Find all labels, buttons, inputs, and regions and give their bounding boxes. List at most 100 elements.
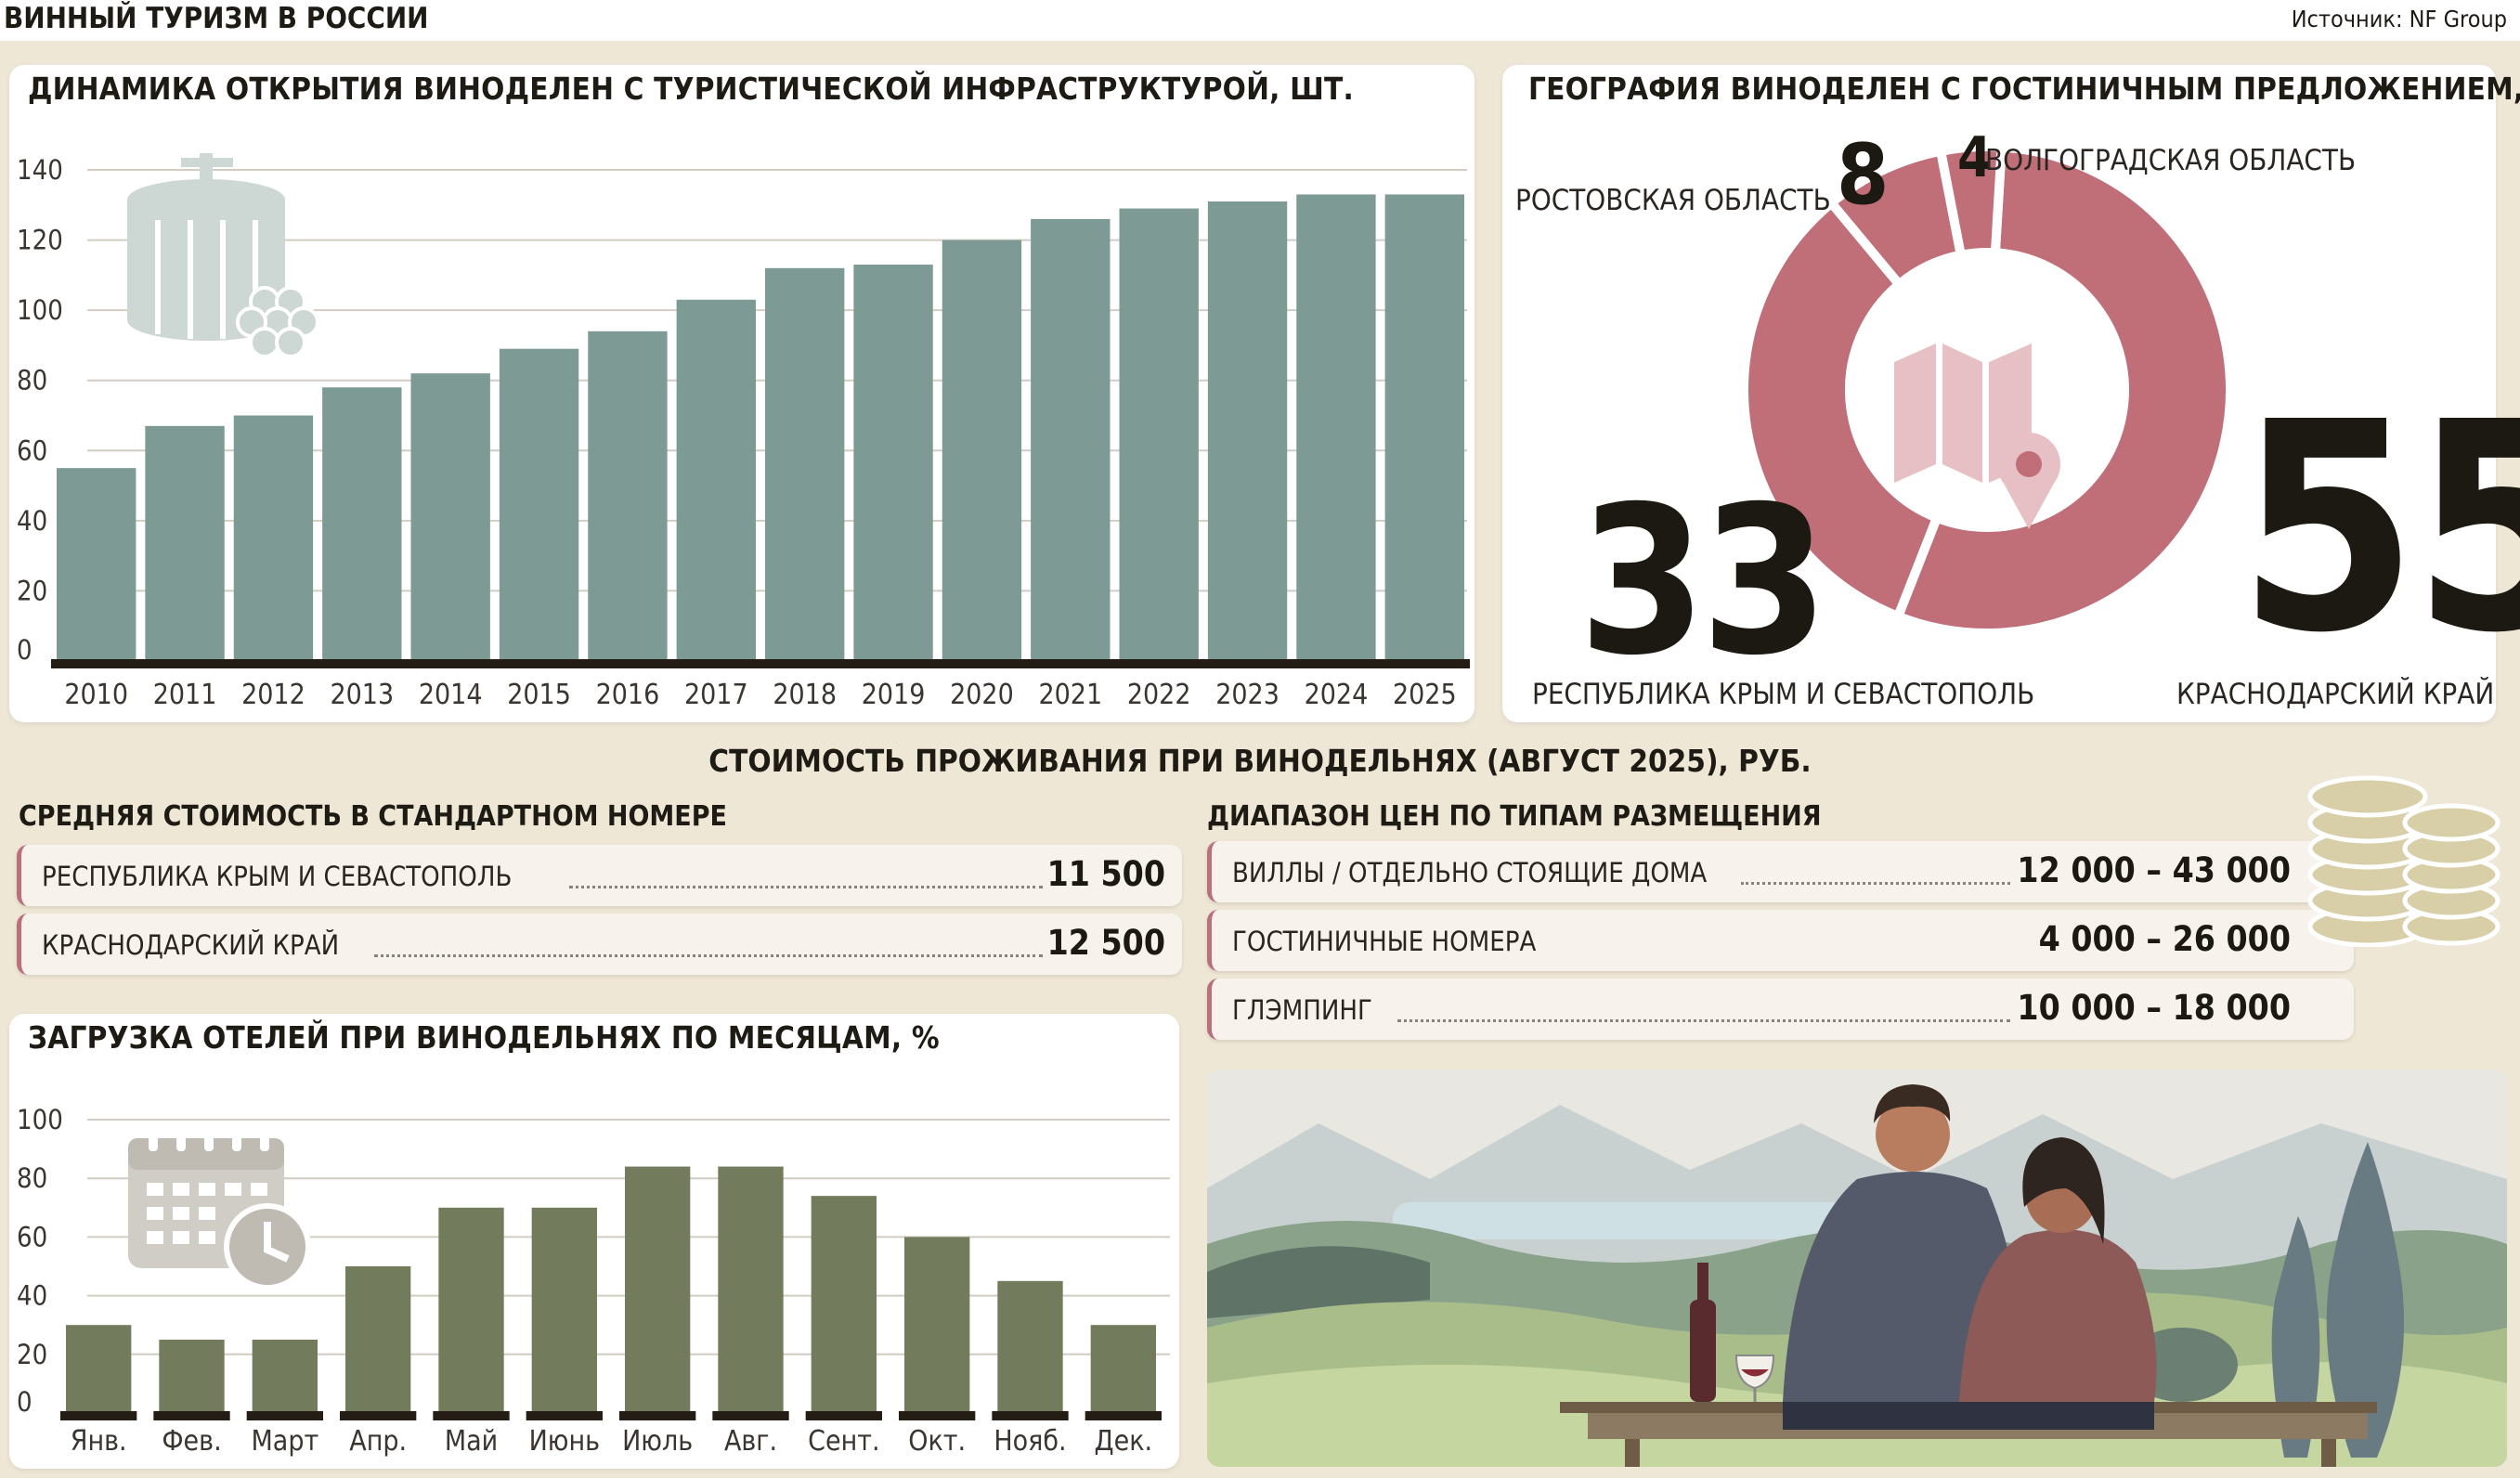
x-tick-label: 2024 [1305, 679, 1369, 711]
y-tick-label: 20 [17, 575, 47, 606]
y-tick-label: 20 [17, 1339, 47, 1370]
bar [57, 468, 136, 661]
occupancy-chart: 0 20 40 60 80 100 Янв. Фев. Март Апр. Май Июнь Июль… [17, 1104, 1170, 1458]
krasnodar-label: КРАСНОДАРСКИЙ КРАЙ [2176, 678, 2495, 711]
range-row-hotel-rooms: ГОСТИНИЧНЫЕ НОМЕРА 4 000 – 26 000 [1207, 910, 2354, 971]
bar [252, 1340, 318, 1413]
bar-base [526, 1411, 603, 1420]
bar-base [619, 1411, 696, 1420]
x-tick-label: 2017 [684, 679, 748, 711]
x-tick-label: 2010 [64, 679, 128, 711]
rostov-share: 8 [1837, 126, 1890, 224]
crimea-share: 33 [1578, 462, 1828, 700]
bar-base [1085, 1411, 1162, 1420]
x-tick-label: 2015 [507, 679, 571, 711]
y-tick-label: 0 [17, 634, 32, 666]
x-tick-label: Авг. [724, 1425, 777, 1458]
bar-base [992, 1411, 1069, 1420]
range-row-label: ГОСТИНИЧНЫЕ НОМЕРА [1232, 926, 1537, 957]
crimea-label: РЕСПУБЛИКА КРЫМ И СЕВАСТОПОЛЬ [1532, 678, 2035, 711]
cost-section-title: СТОИМОСТЬ ПРОЖИВАНИЯ ПРИ ВИНОДЕЛЬНЯХ (АВ… [708, 743, 1812, 779]
range-row-villas: ВИЛЛЫ / ОТДЕЛЬНО СТОЯЩИЕ ДОМА 12 000 – 4… [1207, 841, 2354, 902]
y-tick-label: 80 [17, 365, 47, 396]
bar [1119, 208, 1199, 662]
x-tick-label: Июнь [529, 1425, 600, 1458]
bar [322, 387, 402, 661]
x-tick-label: Фев. [162, 1425, 221, 1458]
range-row-value: 10 000 – 18 000 [2017, 988, 2291, 1028]
bar-base [433, 1411, 510, 1420]
bar-base [60, 1411, 137, 1420]
bar [145, 425, 225, 661]
bar [811, 1196, 877, 1413]
x-tick-label: 2013 [330, 679, 394, 711]
y-tick-label: 40 [17, 1280, 47, 1312]
avg-row-label: РЕСПУБЛИКА КРЫМ И СЕВАСТОПОЛЬ [42, 861, 513, 892]
x-tick-label: 2018 [773, 679, 837, 711]
y-tick-label: 140 [17, 154, 63, 186]
bar-base [1113, 659, 1204, 668]
openings-title: ДИНАМИКА ОТКРЫТИЯ ВИНОДЕЛЕН С ТУРИСТИЧЕС… [28, 71, 1354, 107]
geography-donut [1739, 142, 2235, 638]
bar-base [1379, 659, 1470, 668]
range-title: ДИАПАЗОН ЦЕН ПО ТИПАМ РАЗМЕЩЕНИЯ [1207, 800, 1822, 833]
x-tick-label: Янв. [71, 1425, 127, 1458]
bar-base [340, 1411, 417, 1420]
avg-row-krasnodar: КРАСНОДАРСКИЙ КРАЙ 12 500 [17, 914, 1182, 975]
volgograd-label: ВОЛГОГРАДСКАЯ ОБЛАСТЬ [1985, 144, 2357, 177]
x-tick-label: Июль [622, 1425, 693, 1458]
x-tick-label: Март [251, 1425, 318, 1458]
bar-base [139, 659, 230, 668]
couple-illustration [1207, 1070, 2507, 1467]
bar [904, 1237, 970, 1413]
bar [1207, 201, 1288, 661]
range-row-value: 12 000 – 43 000 [2017, 850, 2291, 890]
y-tick-label: 40 [17, 505, 47, 537]
bar [718, 1166, 784, 1413]
krasnodar-share: 55 [2238, 361, 2520, 696]
x-tick-label: 2025 [1393, 679, 1457, 711]
y-tick-label: 60 [17, 434, 47, 466]
leader-dots [569, 886, 1043, 888]
donut-slice [1891, 142, 2235, 638]
bar-base [153, 1411, 230, 1420]
bar-base [760, 659, 851, 668]
bar [345, 1266, 411, 1413]
avg-row-label: КРАСНОДАРСКИЙ КРАЙ [42, 929, 340, 961]
bar [625, 1166, 691, 1413]
page-title: ВИННЫЙ ТУРИЗМ В РОССИИ [4, 2, 429, 35]
wine-press-icon [127, 153, 319, 358]
openings-chart: 0 20 40 60 80 100 120 140 2010 2011 2012 2013 2014 2… [17, 153, 1470, 711]
y-tick-label: 100 [17, 1104, 63, 1135]
coins-icon [2307, 775, 2501, 947]
x-tick-label: Дек. [1095, 1425, 1153, 1458]
top-bar [0, 0, 2520, 41]
bar [66, 1325, 132, 1413]
x-tick-label: 2021 [1038, 679, 1102, 711]
bar [499, 348, 579, 661]
bar-base [712, 1411, 789, 1420]
x-tick-label: 2016 [596, 679, 660, 711]
bar-base [670, 659, 761, 668]
x-tick-label: Май [445, 1425, 498, 1458]
avg-cost-title: СРЕДНЯЯ СТОИМОСТЬ В СТАНДАРТНОМ НОМЕРЕ [19, 800, 727, 833]
x-tick-label: 2014 [419, 679, 483, 711]
wine-bottle-icon [1690, 1263, 1716, 1402]
donut-slice [1739, 196, 1943, 623]
map-pin-icon [1894, 344, 2060, 529]
rostov-label: РОСТОВСКАЯ ОБЛАСТЬ [1515, 184, 1831, 217]
bar-base [936, 659, 1028, 668]
leader-dots [1397, 1019, 2010, 1022]
bar [159, 1340, 225, 1413]
bar-base [848, 659, 939, 668]
x-tick-label: 2022 [1127, 679, 1191, 711]
avg-row-value: 12 500 [1046, 923, 1165, 963]
x-tick-label: Сент. [808, 1425, 879, 1458]
bar [438, 1207, 504, 1413]
y-tick-label: 100 [17, 294, 63, 326]
bar [997, 1280, 1063, 1413]
calendar-clock-icon [128, 1123, 311, 1290]
bar-base [1025, 659, 1116, 668]
bar [1384, 194, 1464, 661]
y-tick-label: 120 [17, 225, 63, 256]
